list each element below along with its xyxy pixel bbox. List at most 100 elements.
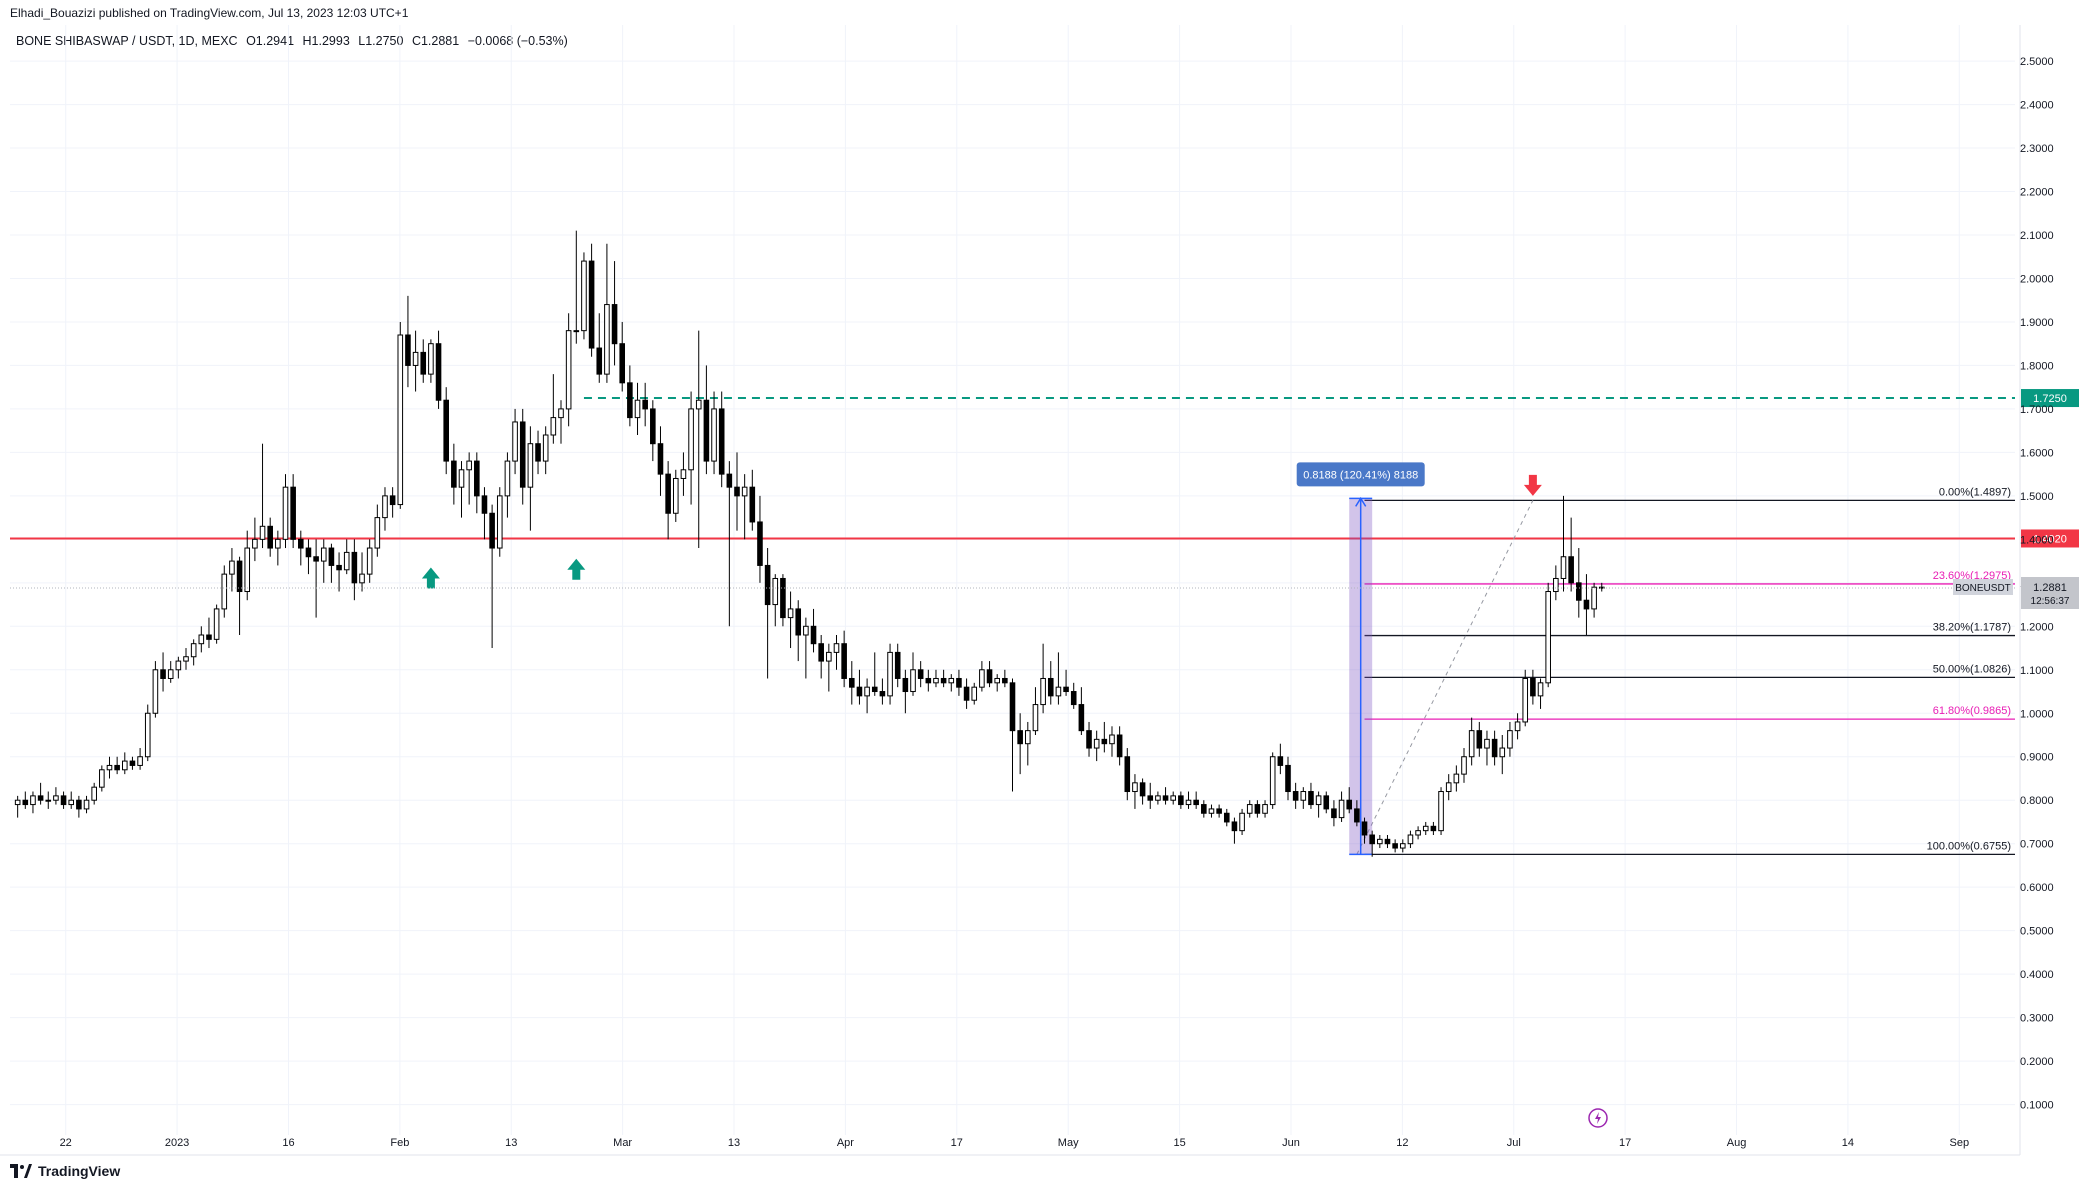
candle-body (573, 330, 580, 333)
candle-body (818, 643, 824, 662)
open-value: 1.2941 (255, 34, 295, 48)
candle-body (956, 677, 962, 688)
candle-body (542, 434, 549, 462)
candle-body (642, 399, 648, 410)
candle-body (229, 560, 235, 575)
candle-body (672, 477, 679, 514)
candle-body (68, 799, 75, 806)
candle-body (619, 343, 626, 384)
candle-body (160, 669, 166, 679)
candlestick-series (14, 230, 1605, 857)
countdown-value: 12:56:37 (2031, 596, 2070, 607)
candle-body (252, 538, 258, 549)
candle-body (1025, 730, 1031, 745)
candle-body (1254, 804, 1261, 814)
candle-body (1063, 686, 1069, 693)
candle-body (726, 473, 733, 488)
candle-body (1216, 808, 1222, 814)
candle-body (1055, 686, 1062, 697)
price-range-label: 0.8188 (120.41%) 8188 (1303, 469, 1418, 481)
down-arrow-icon (1523, 474, 1542, 496)
candle-body (213, 608, 220, 640)
candle-body (1553, 577, 1559, 593)
candle-body (1231, 821, 1238, 832)
candle-body (366, 547, 373, 575)
candle-body (1208, 808, 1215, 814)
candle-body (504, 460, 511, 497)
arrow-markers (421, 474, 1542, 589)
candle-body (1201, 804, 1207, 814)
low-label: L (358, 34, 366, 48)
candle-body (665, 473, 671, 514)
candle-body (940, 677, 947, 684)
symbol-info: BONE SHIBASWAP / USDT, 1D, MEXC O1.2941 … (16, 34, 573, 48)
candle-body (474, 460, 480, 497)
candle-body (1568, 556, 1574, 584)
fib-level-label: 61.80%(0.9865) (1933, 705, 2011, 717)
candle-body (1047, 677, 1054, 697)
up-arrow-icon (567, 558, 586, 580)
candle-body (412, 351, 419, 366)
candle-body (183, 656, 189, 662)
candle-body (1246, 804, 1253, 814)
candle-body (451, 460, 457, 488)
candle-body (420, 351, 427, 375)
candle-body (282, 486, 289, 540)
candle-body (1002, 677, 1008, 684)
candle-body (1499, 747, 1506, 758)
candle-body (336, 564, 342, 571)
candle-body (1346, 799, 1353, 810)
candle-body (588, 260, 595, 349)
candle-body (1292, 791, 1299, 801)
time-tick-label: Apr (837, 1137, 854, 1149)
candle-body (986, 669, 993, 684)
fib-level-label: 38.20%(1.1787) (1933, 622, 2011, 634)
candle-body (1078, 704, 1085, 732)
time-tick-label: Sep (1950, 1137, 1970, 1149)
ohlc-open: O1.2941 (246, 34, 294, 48)
fib-level-label: 23.60%(1.2975) (1933, 570, 2011, 582)
candle-body (550, 417, 557, 436)
candle-body (244, 547, 251, 593)
level-price-label: 1.4020 (2033, 533, 2067, 545)
candle-body (1032, 704, 1039, 732)
time-tick-label: 2023 (165, 1137, 189, 1149)
candle-body (1147, 795, 1154, 801)
candle-body (91, 786, 97, 801)
candle-body (604, 304, 610, 375)
candle-body (275, 538, 281, 549)
symbol-tag-label: BONEUSDT (1955, 583, 2011, 594)
time-tick-label: 14 (1842, 1137, 1854, 1149)
candle-body (1422, 825, 1429, 832)
candle-body (1369, 834, 1375, 845)
candle-body (458, 469, 465, 488)
horizontal-levels: 1.7250 1.4020 (10, 389, 2079, 548)
brand-name[interactable]: TradingView (38, 1163, 121, 1179)
candle-body (1445, 782, 1452, 793)
candle-body (206, 634, 212, 640)
candle-body (114, 764, 120, 771)
candle-body (435, 343, 442, 401)
candle-body (1354, 808, 1360, 823)
candle-body (374, 517, 381, 549)
price-tick-label: 0.6000 (2020, 882, 2054, 894)
candle-body (489, 512, 495, 549)
candle-body (741, 486, 748, 497)
candle-body (1277, 756, 1284, 766)
candle-body (933, 677, 939, 684)
candle-body (994, 677, 1000, 684)
time-tick-label: 22 (60, 1137, 72, 1149)
level-price-tag (2021, 529, 2079, 548)
candle-body (121, 760, 128, 771)
candle-body (887, 651, 893, 697)
candle-body (1461, 756, 1467, 775)
candle-body (221, 573, 228, 610)
low-value: 1.2750 (365, 34, 404, 48)
price-tick-label: 0.7000 (2020, 839, 2054, 851)
price-tick-label: 1.5000 (2020, 491, 2054, 503)
candle-body (833, 643, 840, 653)
symbol-name[interactable]: BONE SHIBASWAP / USDT, 1D, MEXC (16, 34, 238, 48)
candle-body (718, 408, 725, 475)
candle-body (925, 677, 932, 684)
